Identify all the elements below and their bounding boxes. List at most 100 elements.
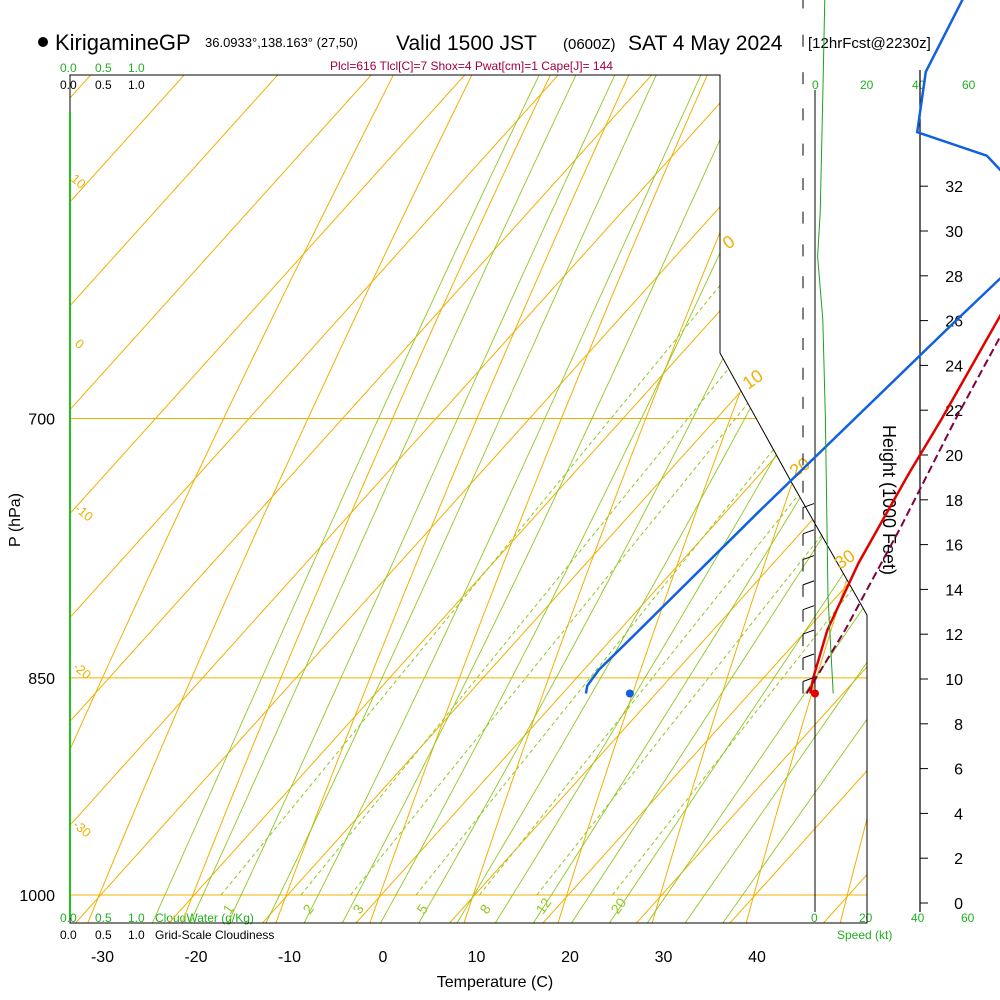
wind-barb-feather (802, 555, 815, 561)
speed-bottom-40: 40 (911, 911, 925, 925)
height-label-2: 2 (954, 851, 963, 868)
temp-label-20: 20 (561, 949, 579, 966)
height-label-14: 14 (945, 582, 963, 599)
pressure-label-1000: 1000 (19, 888, 55, 905)
plot-area: 2503004005007008501000-30-20-10010203040… (19, 0, 1000, 966)
pressure-label-700: 700 (28, 411, 55, 428)
forecast-tag: [12hrFcst@2230z] (808, 35, 931, 52)
station-coords: 36.0933°,138.163° (27,50) (205, 35, 358, 50)
dry-adiabat (72, 75, 867, 923)
wind-barb-feather (802, 503, 815, 509)
dry-adiabat (830, 75, 867, 923)
isotherm (602, 75, 867, 923)
temp-label-0: 0 (379, 949, 388, 966)
station-name: KirigamineGP (55, 30, 191, 55)
dry-adiabat (451, 75, 867, 923)
parcel-line (805, 334, 1000, 695)
speed-top-60: 60 (962, 78, 976, 92)
speed-bottom-60: 60 (961, 911, 975, 925)
height-label-24: 24 (945, 358, 963, 375)
wind-barb-feather (802, 605, 815, 611)
cloudwater-label: CloudWater (g/Kg) (155, 911, 254, 925)
temp-label--30: -30 (91, 949, 114, 966)
dry-adiabat (640, 75, 867, 923)
wind-barb-feather (802, 580, 815, 586)
moist-adiabat (583, 75, 867, 923)
height-label-30: 30 (945, 224, 963, 241)
moist-adiabat (247, 75, 867, 923)
isotherm (415, 75, 867, 923)
moist-label: 20 (786, 453, 814, 481)
isotherm (70, 75, 867, 923)
mixing-ratio-label: 8 (476, 901, 494, 917)
wind-speed-line (817, 0, 834, 694)
bottom-green-0: 0.0 (60, 911, 77, 925)
moist-adiabat (658, 75, 867, 923)
valid-utc: (0600Z) (563, 36, 616, 53)
dry-adiabat-label: -10 (72, 501, 96, 525)
dry-adiabat (546, 75, 867, 923)
height-label-0: 0 (954, 896, 963, 913)
wind-barb-feather (802, 529, 815, 535)
dry-adiabat (261, 75, 867, 923)
moist-adiabat (621, 75, 867, 923)
mixing-ratio-line (612, 75, 867, 896)
moist-adiabat (471, 75, 867, 923)
wind-barb-feather (802, 677, 815, 682)
isotherm (135, 75, 867, 923)
isotherm (70, 75, 867, 923)
temp-label--10: -10 (278, 949, 301, 966)
mixing-ratio-label: 5 (413, 901, 431, 917)
moist-adiabat (322, 75, 867, 923)
height-label-16: 16 (945, 538, 963, 555)
height-label-32: 32 (945, 179, 963, 196)
surface-temperature-point (810, 689, 819, 698)
moist-adiabat (396, 75, 867, 923)
isotherm (322, 75, 867, 923)
dry-adiabat-label: 10 (68, 171, 89, 192)
bottom-black-1: 0.5 (95, 928, 112, 942)
wind-barb-feather (802, 653, 815, 659)
top-green-0: 0.0 (60, 61, 77, 75)
moist-adiabat (509, 75, 867, 923)
moist-adiabat (284, 75, 867, 923)
dry-adiabat (166, 75, 867, 923)
isotherm (228, 75, 867, 923)
bottom-black-2: 1.0 (128, 928, 145, 942)
y-axis-title: P (hPa) (7, 493, 24, 547)
speed-top-20: 20 (860, 78, 874, 92)
moist-adiabat (135, 75, 867, 923)
top-black-0: 0.0 (60, 78, 77, 92)
height-axis-title: Height (1000 Feet) (879, 425, 899, 575)
moist-adiabat (172, 75, 867, 923)
moist-adiabat (359, 75, 867, 923)
speed-bottom-20: 20 (859, 911, 873, 925)
temp-label-30: 30 (655, 949, 673, 966)
temp-label-10: 10 (468, 949, 486, 966)
top-black-1: 0.5 (95, 78, 112, 92)
moist-label: 10 (739, 365, 767, 393)
x-axis-title: Temperature (C) (437, 974, 553, 991)
valid-date: SAT 4 May 2024 (628, 32, 783, 55)
height-label-12: 12 (945, 627, 963, 644)
height-label-18: 18 (945, 493, 963, 510)
height-label-10: 10 (945, 672, 963, 689)
speed-bottom-0: 0 (811, 911, 818, 925)
height-label-28: 28 (945, 269, 963, 286)
dewpoint-line (584, 0, 1000, 694)
speed-top-0: 0 (812, 78, 819, 92)
pressure-label-850: 850 (28, 671, 55, 688)
surface-dewpoint-point (625, 689, 634, 698)
moist-adiabat (209, 75, 867, 923)
moist-adiabat (434, 75, 867, 923)
indices-line: Plcl=616 Tlcl[C]=7 Shox=4 Pwat[cm]=1 Cap… (330, 59, 613, 73)
bottom-green-2: 1.0 (128, 911, 145, 925)
moist-adiabat (546, 75, 867, 923)
dry-adiabat-label: -30 (70, 817, 94, 841)
grid-lines (70, 75, 867, 923)
height-label-4: 4 (954, 806, 963, 823)
station-dot-icon (38, 37, 48, 47)
valid-prefix: Valid 1500 JST (396, 32, 537, 55)
speed-label: Speed (kt) (837, 928, 892, 942)
moist-adiabat (696, 75, 867, 923)
